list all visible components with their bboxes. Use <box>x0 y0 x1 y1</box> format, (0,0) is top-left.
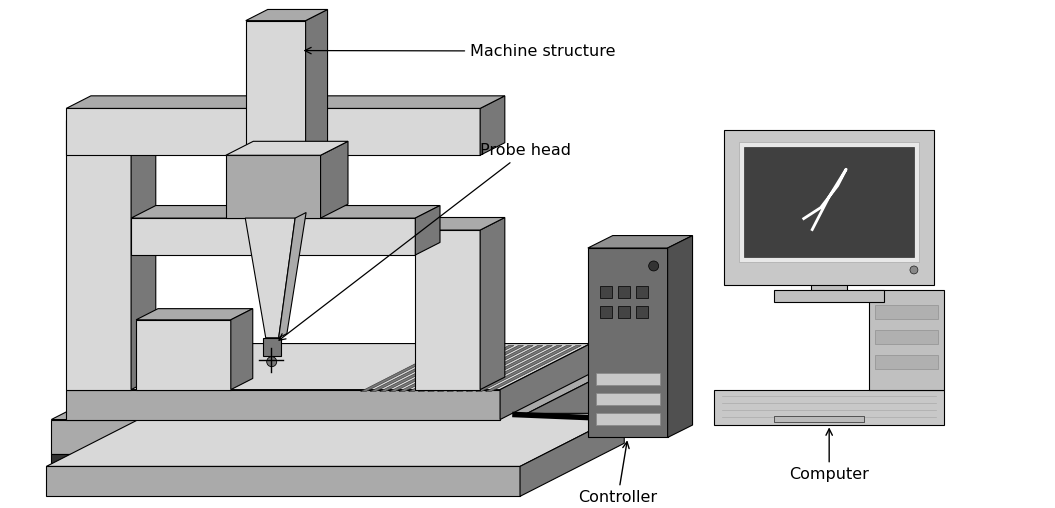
Polygon shape <box>246 21 306 155</box>
Polygon shape <box>136 320 231 390</box>
Polygon shape <box>485 345 581 392</box>
Circle shape <box>649 261 658 271</box>
Bar <box>596 393 659 404</box>
Bar <box>745 147 914 257</box>
Polygon shape <box>52 368 616 420</box>
Bar <box>596 373 659 385</box>
Polygon shape <box>66 108 480 155</box>
Polygon shape <box>520 414 625 496</box>
Bar <box>618 306 630 318</box>
Polygon shape <box>416 206 440 255</box>
Polygon shape <box>370 345 466 392</box>
Polygon shape <box>46 466 520 496</box>
Bar <box>588 248 668 437</box>
Polygon shape <box>380 345 476 392</box>
Bar <box>618 286 630 298</box>
Polygon shape <box>131 206 440 218</box>
Text: Computer: Computer <box>789 429 869 483</box>
Polygon shape <box>231 309 253 390</box>
Bar <box>600 286 612 298</box>
Polygon shape <box>438 345 533 392</box>
Bar <box>725 131 934 285</box>
Polygon shape <box>279 212 306 338</box>
Polygon shape <box>476 345 572 392</box>
Polygon shape <box>245 218 295 338</box>
Polygon shape <box>131 218 416 255</box>
Bar <box>714 390 944 425</box>
Polygon shape <box>226 155 321 218</box>
Bar <box>774 290 884 302</box>
Polygon shape <box>46 414 625 466</box>
Bar <box>875 330 938 344</box>
Text: Probe head: Probe head <box>279 143 571 340</box>
Polygon shape <box>466 345 562 392</box>
Polygon shape <box>52 420 515 455</box>
Polygon shape <box>515 403 616 466</box>
Polygon shape <box>66 96 504 108</box>
Polygon shape <box>668 236 692 437</box>
Polygon shape <box>66 390 500 420</box>
Polygon shape <box>480 96 504 155</box>
Bar <box>636 306 648 318</box>
Polygon shape <box>66 343 591 390</box>
Circle shape <box>267 357 276 367</box>
Polygon shape <box>226 141 348 155</box>
Bar <box>875 355 938 369</box>
Bar <box>740 142 919 262</box>
Bar <box>811 275 847 295</box>
Polygon shape <box>480 217 504 390</box>
Bar <box>636 286 648 298</box>
Polygon shape <box>246 10 327 21</box>
Polygon shape <box>588 236 692 248</box>
Bar <box>774 416 864 422</box>
Polygon shape <box>408 345 504 392</box>
Polygon shape <box>399 345 495 392</box>
Text: Controller: Controller <box>578 442 657 505</box>
Polygon shape <box>416 230 480 390</box>
Bar <box>600 306 612 318</box>
Polygon shape <box>131 108 156 390</box>
Bar <box>875 305 938 319</box>
Polygon shape <box>447 345 542 392</box>
Polygon shape <box>418 345 514 392</box>
Polygon shape <box>321 141 348 218</box>
Bar <box>596 412 659 425</box>
Polygon shape <box>263 338 281 356</box>
Polygon shape <box>427 345 523 392</box>
Circle shape <box>910 266 918 274</box>
Polygon shape <box>457 345 553 392</box>
Polygon shape <box>361 345 456 392</box>
Text: Machine structure: Machine structure <box>305 44 616 58</box>
Polygon shape <box>136 309 253 320</box>
Polygon shape <box>515 368 616 455</box>
Polygon shape <box>66 120 131 390</box>
Polygon shape <box>389 345 485 392</box>
Bar <box>869 290 944 390</box>
Polygon shape <box>66 108 156 120</box>
Polygon shape <box>52 455 515 466</box>
Polygon shape <box>500 343 591 420</box>
Polygon shape <box>306 10 327 155</box>
Polygon shape <box>416 217 504 230</box>
